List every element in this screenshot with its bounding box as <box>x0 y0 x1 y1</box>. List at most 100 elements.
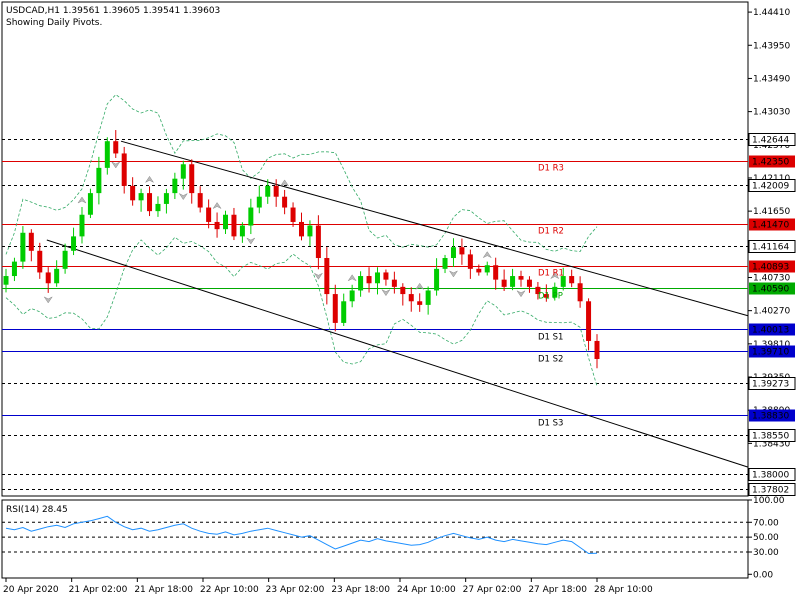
rsi-tick-label-0: 100.00 <box>753 496 785 506</box>
candle-body-70 <box>594 340 600 359</box>
level-badge-10 <box>749 409 795 422</box>
price-tick-label-5: 1.42110 <box>753 174 790 184</box>
pivot-label-7: D1 S1 <box>538 333 563 343</box>
level-badge-1 <box>749 155 795 168</box>
candle-body-51 <box>434 268 440 291</box>
time-tick-label-2: 21 Apr 18:00 <box>134 585 193 595</box>
candle-body-36 <box>307 225 313 237</box>
candle-body-29 <box>248 207 254 226</box>
price-tick-label-0: 1.44410 <box>753 8 790 18</box>
level-badge-2 <box>748 179 796 192</box>
pivot-label-10: D1 S3 <box>538 419 563 429</box>
rsi-tick-label-2: 50.00 <box>753 533 779 543</box>
candle-body-38 <box>324 258 330 295</box>
fractal-markers <box>43 161 560 304</box>
candle-body-50 <box>425 290 431 305</box>
level-value-10: 1.38830 <box>752 412 789 422</box>
candle-body-5 <box>45 272 51 284</box>
level-badge-12 <box>748 468 796 481</box>
fractal-49 <box>414 282 425 290</box>
time-tick-label-3: 22 Apr 10:00 <box>200 585 259 595</box>
level-badge-0 <box>748 133 796 146</box>
pivot-label-5: D1 R1 <box>538 269 564 279</box>
candle-body-65 <box>552 286 558 298</box>
rsi-tick-label-1: 70.00 <box>753 518 779 528</box>
level-badge-13 <box>748 483 796 496</box>
candle-body-34 <box>290 207 296 222</box>
level-badge-6 <box>749 282 795 295</box>
time-tick-label-4: 23 Apr 02:00 <box>266 585 325 595</box>
candle-body-69 <box>586 301 592 341</box>
fractal-29 <box>246 237 256 245</box>
rsi-tick-label-4: 0.00 <box>753 570 773 580</box>
candle-body-9 <box>79 214 85 237</box>
candle-body-59 <box>501 279 507 287</box>
candle-body-67 <box>569 276 575 284</box>
candle-body-1 <box>11 261 17 277</box>
subtitle-header: Showing Daily Pivots. <box>6 18 102 28</box>
fractal-61 <box>516 290 526 298</box>
fractal-57 <box>482 251 492 259</box>
candle-body-14 <box>121 153 127 186</box>
candle-body-58 <box>493 265 499 280</box>
symbol-header: USDCAD,H1 1.39561 1.39605 1.39541 1.3960… <box>6 6 220 16</box>
price-levels <box>2 139 748 490</box>
level-badge-11 <box>748 429 796 442</box>
candle-body-39 <box>332 294 338 323</box>
level-value-8: 1.39710 <box>752 348 789 358</box>
candle-body-64 <box>543 294 549 298</box>
candle-body-16 <box>138 193 144 201</box>
bollinger-bands <box>5 94 598 387</box>
price-pane-frame <box>1 1 749 497</box>
band-lower <box>5 236 598 387</box>
price-tick-label-10: 1.39810 <box>753 340 790 350</box>
candle-body-55 <box>467 254 473 269</box>
candle-body-48 <box>408 294 414 302</box>
candle-body-49 <box>417 301 423 305</box>
pivot-label-1: D1 R3 <box>538 164 564 174</box>
fractal-21 <box>178 192 189 201</box>
candle-body-31 <box>265 185 271 197</box>
fractal-33 <box>279 179 290 187</box>
candle-body-57 <box>484 265 490 273</box>
candle-body-26 <box>223 214 229 230</box>
candle-body-46 <box>391 279 397 287</box>
candle-body-61 <box>518 276 524 280</box>
candle-body-27 <box>231 214 237 237</box>
level-value-7: 1.40013 <box>752 326 789 336</box>
candle-body-15 <box>130 185 136 201</box>
candle-body-21 <box>180 164 186 179</box>
candle-body-68 <box>577 283 583 302</box>
candle-body-7 <box>62 250 68 269</box>
level-badge-8 <box>749 345 795 358</box>
time-tick-label-9: 28 Apr 10:00 <box>594 585 653 595</box>
fractal-41 <box>347 274 357 282</box>
candle-body-12 <box>104 141 110 168</box>
candle-body-3 <box>28 232 34 251</box>
candle-body-30 <box>256 196 262 208</box>
candle-body-56 <box>476 268 482 273</box>
candle-body-66 <box>560 276 566 287</box>
candle-body-22 <box>189 164 195 194</box>
level-badge-3 <box>749 218 795 231</box>
price-tick-label-2: 1.43490 <box>753 74 790 84</box>
candle-body-32 <box>273 185 279 197</box>
channel-line-0 <box>120 140 749 317</box>
level-value-6: 1.40590 <box>752 285 789 295</box>
price-tick-label-6: 1.41650 <box>753 207 790 217</box>
level-badge-9 <box>748 377 796 390</box>
level-badge-5 <box>749 260 795 273</box>
fractal-5 <box>43 296 53 304</box>
candle-body-25 <box>214 221 220 230</box>
price-tick-label-13: 1.38430 <box>753 439 790 449</box>
candle-body-17 <box>147 193 153 212</box>
time-tick-label-5: 23 Apr 18:00 <box>331 585 390 595</box>
level-value-9: 1.39273 <box>752 380 789 390</box>
pivot-label-6: D1 PP <box>538 292 563 302</box>
time-tick-label-8: 27 Apr 18:00 <box>528 585 587 595</box>
candle-body-20 <box>172 178 178 194</box>
band-upper <box>5 94 598 255</box>
candle-body-8 <box>71 236 77 251</box>
level-value-4: 1.41164 <box>752 243 789 253</box>
time-axis: 20 Apr 2020 21 Apr 02:00 21 Apr 18:00 22 Ap… <box>3 578 653 595</box>
